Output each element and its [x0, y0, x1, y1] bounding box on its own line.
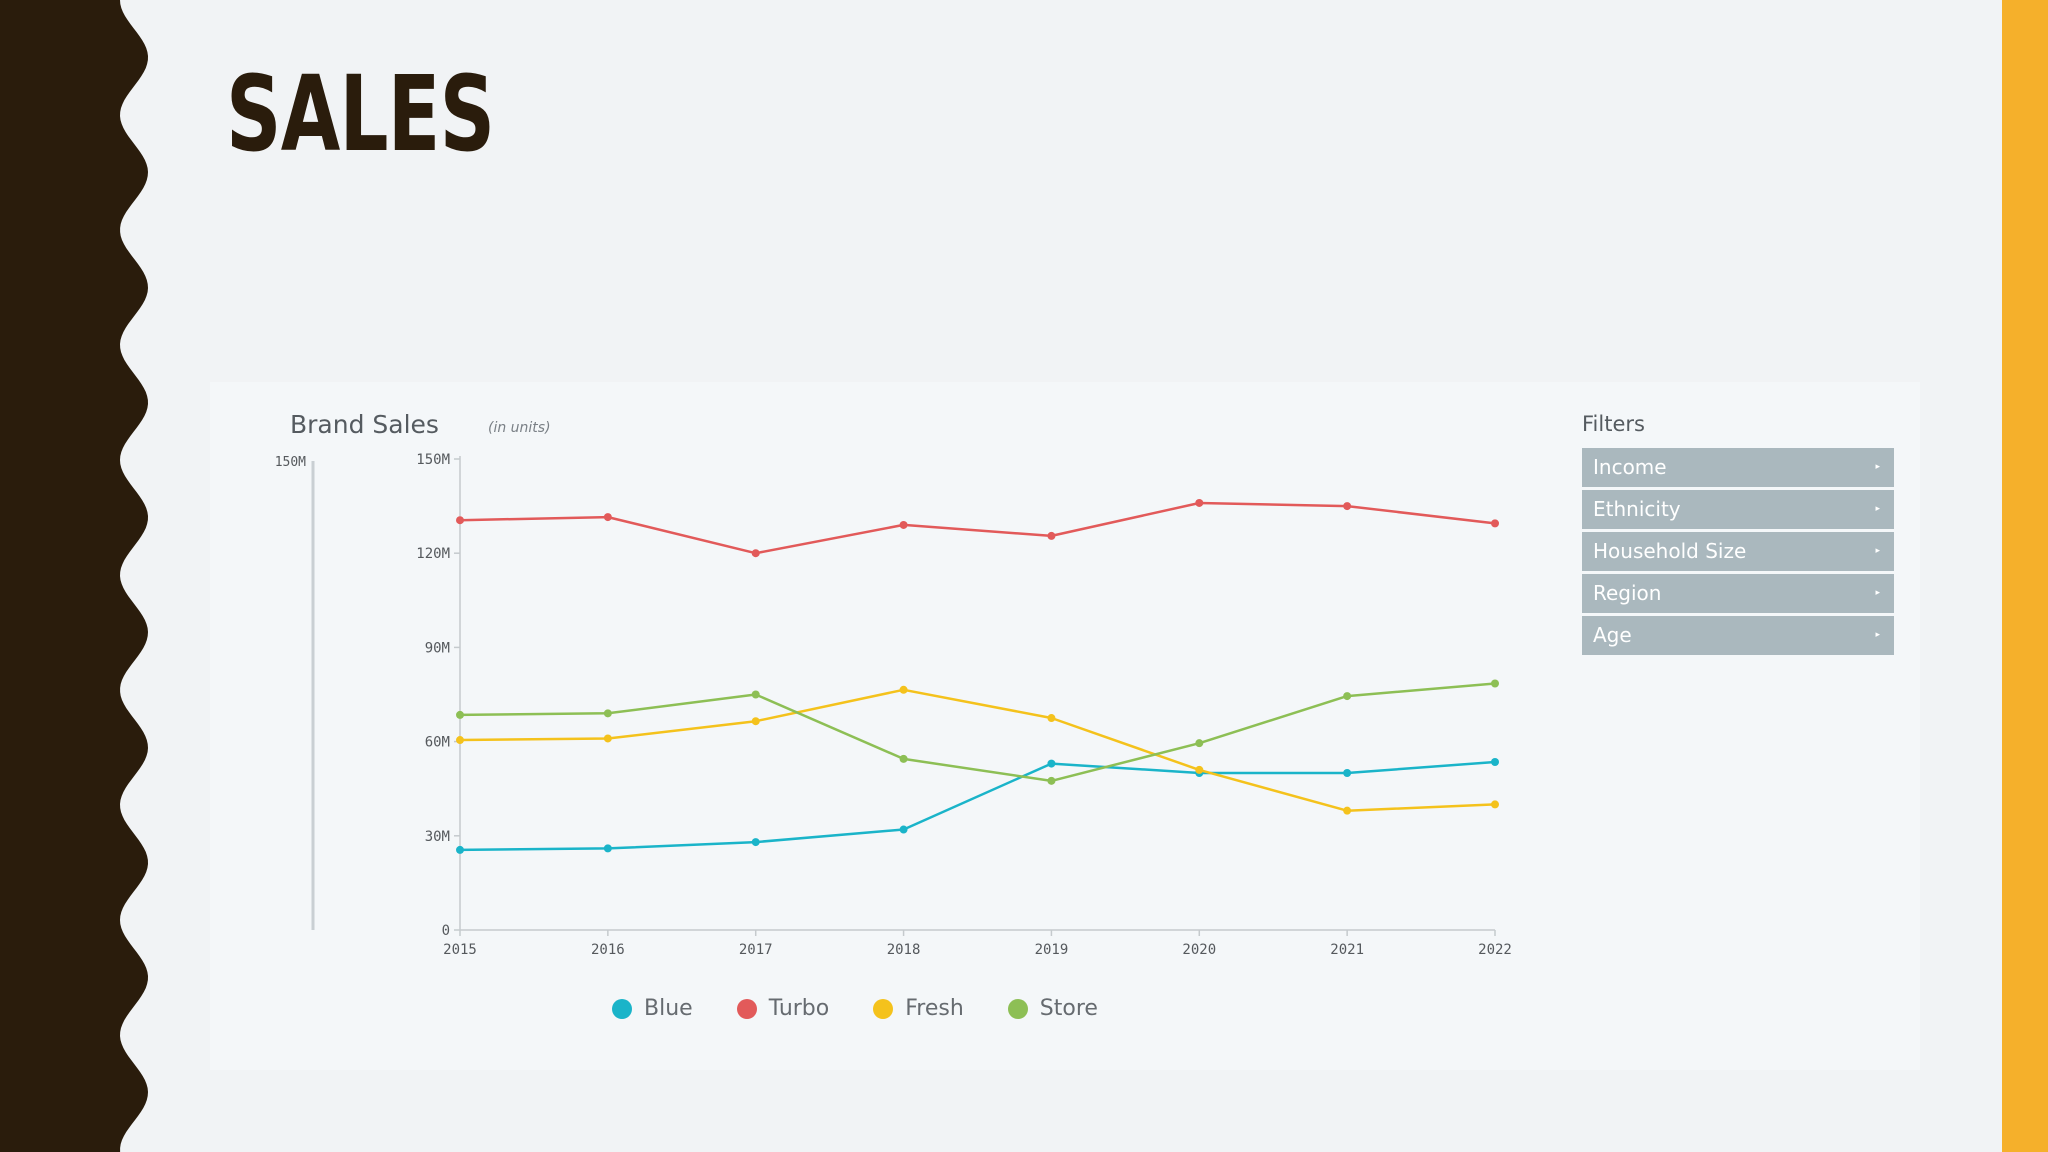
series-line-fresh	[459, 688, 1496, 812]
data-point-blue	[1491, 758, 1499, 767]
x-tick-label: 2022	[1478, 942, 1512, 958]
chevron-right-icon: ▸	[1875, 588, 1880, 598]
y-tick-label: 90M	[425, 640, 450, 656]
chart-legend: Blue Turbo Fresh Store	[210, 996, 1500, 1021]
chevron-right-icon: ▸	[1875, 630, 1880, 640]
legend-item-store[interactable]: Store	[1007, 996, 1098, 1021]
data-point-blue	[899, 825, 908, 834]
filter-region[interactable]: Region ▸	[1582, 574, 1894, 613]
data-point-turbo	[603, 513, 612, 522]
right-accent-band	[2002, 0, 2048, 1152]
filter-label: Income	[1593, 455, 1667, 479]
chevron-right-icon: ▸	[1875, 546, 1880, 556]
series-line-turbo	[459, 501, 1496, 555]
data-point-fresh	[1047, 714, 1056, 723]
y-tick-label: 0	[442, 923, 450, 939]
x-tick-label: 2016	[591, 942, 625, 958]
data-point-turbo	[1047, 531, 1056, 540]
data-point-turbo	[456, 516, 464, 525]
filter-age[interactable]: Age ▸	[1582, 616, 1894, 655]
data-point-store	[751, 690, 760, 699]
filters-title: Filters	[1582, 412, 1645, 436]
data-point-blue	[603, 844, 612, 853]
chart-subtitle: (in units)	[488, 420, 551, 436]
legend-swatch	[1007, 998, 1028, 1019]
data-point-store	[603, 709, 612, 718]
legend-item-blue[interactable]: Blue	[612, 996, 693, 1021]
filter-income[interactable]: Income ▸	[1582, 448, 1894, 487]
data-point-store	[1195, 739, 1204, 748]
filter-label: Household Size	[1593, 539, 1747, 563]
data-point-fresh	[1195, 765, 1204, 774]
legend-swatch	[873, 998, 894, 1019]
brand-sales-chart: 150M 0 30M 60M 90M 120M 150M 2015 2016 2017 2018 20…	[275, 452, 1512, 958]
x-tick-label: 2019	[1035, 942, 1069, 958]
series-line-store	[459, 682, 1496, 783]
x-tick-label: 2021	[1330, 942, 1364, 958]
legend-label: Store	[1039, 996, 1098, 1021]
chevron-right-icon: ▸	[1875, 462, 1880, 472]
series-line-blue	[459, 760, 1496, 852]
y-tick-label: 30M	[425, 829, 450, 845]
data-point-blue	[1343, 769, 1352, 777]
chevron-right-icon: ▸	[1875, 504, 1880, 514]
x-tick-label: 2018	[887, 942, 921, 958]
legend-swatch	[736, 998, 757, 1019]
data-point-turbo	[1491, 519, 1499, 528]
filter-label: Age	[1593, 623, 1632, 647]
legend-label: Fresh	[905, 996, 964, 1021]
legend-label: Turbo	[768, 996, 830, 1021]
legend-swatch	[612, 998, 633, 1019]
data-point-store	[1047, 776, 1056, 785]
filter-ethnicity[interactable]: Ethnicity ▸	[1582, 490, 1894, 529]
data-point-blue	[1047, 759, 1056, 768]
data-point-fresh	[751, 717, 760, 726]
data-point-fresh	[1343, 806, 1352, 815]
filter-household-size[interactable]: Household Size ▸	[1582, 532, 1894, 571]
data-point-turbo	[899, 520, 908, 529]
filter-label: Region	[1593, 581, 1662, 605]
data-point-fresh	[456, 736, 464, 745]
filters-list: Income ▸ Ethnicity ▸ Household Size ▸ Re…	[1582, 448, 1894, 658]
data-point-turbo	[1343, 502, 1352, 511]
data-point-store	[899, 754, 908, 763]
legend-label: Blue	[644, 996, 693, 1021]
y-tick-label: 60M	[425, 735, 450, 751]
data-point-turbo	[751, 549, 760, 558]
data-point-fresh	[899, 685, 908, 694]
data-point-blue	[751, 838, 760, 847]
x-tick-label: 2015	[443, 942, 477, 958]
y-tick-label: 120M	[416, 546, 450, 562]
x-tick-label: 2020	[1182, 942, 1216, 958]
left-wavy-edge	[0, 0, 148, 1152]
slide-title: SALES	[226, 53, 495, 175]
y-tick-label: 150M	[416, 452, 450, 468]
data-point-blue	[456, 845, 464, 854]
filter-label: Ethnicity	[1593, 497, 1681, 521]
data-point-turbo	[1195, 498, 1204, 507]
data-point-fresh	[1491, 800, 1499, 809]
legend-item-turbo[interactable]: Turbo	[736, 996, 830, 1021]
chart-panel: 150M 0 30M 60M 90M 120M 150M 2015 2016 2017 2018 20…	[210, 382, 1920, 1070]
chart-title: Brand Sales	[290, 410, 439, 439]
data-point-store	[456, 710, 464, 719]
data-point-store	[1491, 679, 1499, 688]
x-tick-label: 2017	[739, 942, 773, 958]
data-point-store	[1343, 692, 1352, 701]
range-slider-label: 150M	[275, 455, 306, 470]
legend-item-fresh[interactable]: Fresh	[873, 996, 964, 1021]
data-point-fresh	[603, 734, 612, 743]
